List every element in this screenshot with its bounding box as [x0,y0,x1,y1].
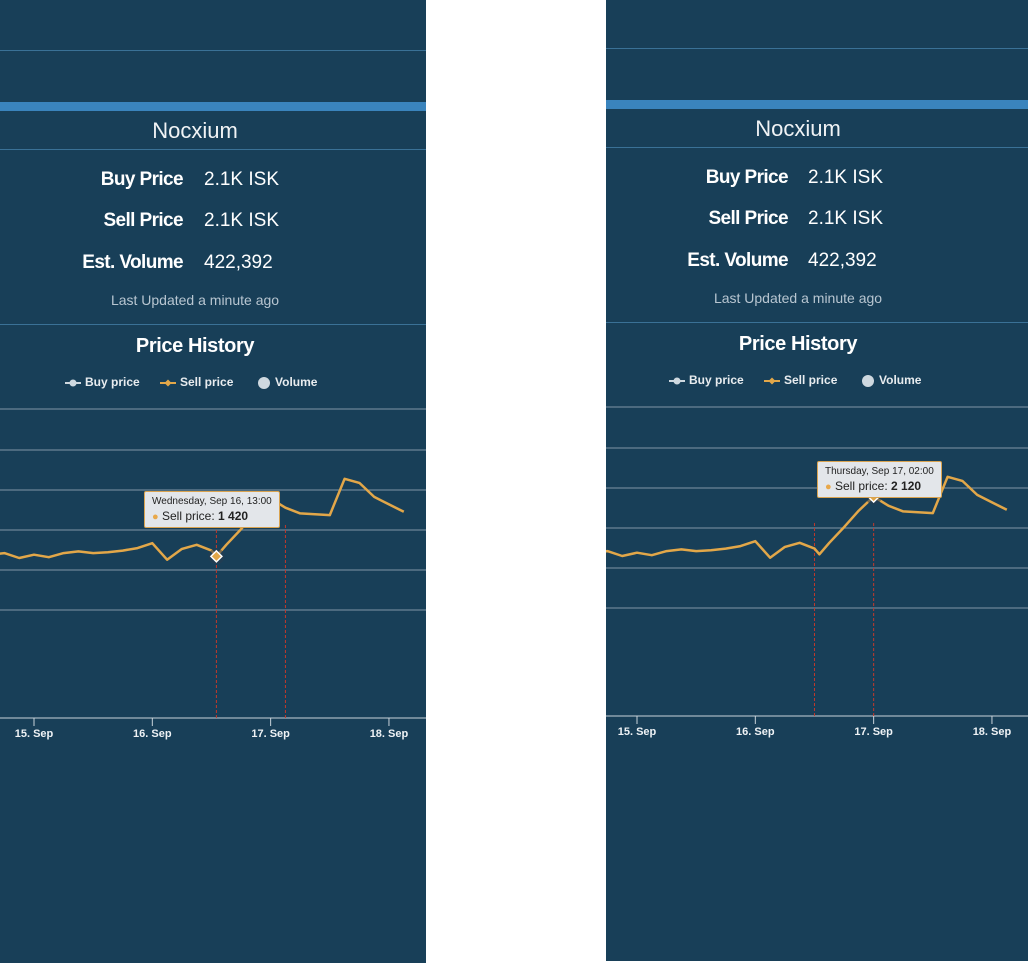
price-history-chart[interactable]: 15. Sep 16. Sep 17. Sep 18. Sep [0,395,426,755]
x-tick-label: 17. Sep [854,726,893,738]
sell-price-label: Sell Price [708,208,788,229]
sell-price-marker-icon [764,377,780,385]
divider [0,149,426,150]
tooltip-value: 1 420 [218,509,249,523]
volume-label: Est. Volume [82,252,183,273]
buy-price-value: 2.1K ISK [204,169,279,190]
divider [0,50,426,51]
sell-price-line[interactable] [0,477,405,561]
x-tick-label: 18. Sep [370,728,409,740]
hover-point[interactable] [209,549,223,563]
sell-price-dot-icon: ● [825,481,832,493]
x-tick-label: 15. Sep [618,726,657,738]
legend-volume[interactable]: Volume [257,375,317,389]
chart-tooltip: Thursday, Sep 17, 02:00 ● Sell price: 2 … [817,461,942,498]
price-history-chart[interactable]: 15. Sep 16. Sep 17. Sep 18. Sep [606,393,1028,753]
x-tick-label: 18. Sep [973,726,1012,738]
sell-price-marker-icon [160,379,176,387]
tooltip-label: Sell price: [162,509,215,523]
divider [0,324,426,325]
volume-value: 422,392 [808,250,877,271]
legend-volume[interactable]: Volume [861,373,921,387]
buy-price-label: Buy Price [100,169,184,190]
right-panel: Nocxium Buy Price 2.1K ISK Sell Price 2.… [606,0,1028,961]
sell-price-row: Sell Price 2.1K ISK [606,208,990,234]
volume-marker-icon [862,374,874,387]
legend-sell-label: Sell price [180,375,234,389]
chart-legend: Buy price Sell price Volume [606,373,996,389]
chart-title: Price History [738,333,858,355]
divider [606,147,1028,148]
item-name: Nocxium [152,118,238,143]
x-tick-label: 16. Sep [133,728,172,740]
chart-legend: Buy price Sell price Volume [0,375,390,391]
volume-marker-icon [258,376,270,389]
legend-sell-price[interactable]: Sell price [764,373,837,387]
legend-buy-label: Buy price [85,375,140,389]
accent-bar [0,102,426,111]
buy-price-label: Buy Price [705,167,789,188]
tooltip-value: 2 120 [891,479,922,493]
divider [606,48,1028,49]
legend-volume-label: Volume [879,373,922,387]
sell-price-value: 2.1K ISK [808,208,883,229]
legend-volume-label: Volume [275,375,318,389]
tooltip-label: Sell price: [835,479,888,493]
legend-buy-price[interactable]: Buy price [669,373,744,387]
buy-price-marker-icon [669,377,685,385]
legend-buy-price[interactable]: Buy price [65,375,140,389]
chart-tooltip: Wednesday, Sep 16, 13:00 ● Sell price: 1… [144,491,280,528]
item-name: Nocxium [755,116,841,141]
legend-sell-label: Sell price [784,373,838,387]
buy-price-value: 2.1K ISK [808,167,883,188]
left-panel: Nocxium Buy Price 2.1K ISK Sell Price 2.… [0,0,426,963]
sell-price-value: 2.1K ISK [204,210,279,231]
buy-price-row: Buy Price 2.1K ISK [0,169,390,195]
x-tick-label: 17. Sep [251,728,290,740]
legend-sell-price[interactable]: Sell price [160,375,233,389]
accent-bar [606,100,1028,109]
buy-price-row: Buy Price 2.1K ISK [606,167,990,193]
legend-buy-label: Buy price [689,373,744,387]
sell-price-row: Sell Price 2.1K ISK [0,210,390,236]
last-updated: Last Updated a minute ago [110,292,280,308]
x-tick-label: 16. Sep [736,726,775,738]
buy-price-marker-icon [65,379,81,387]
tooltip-date: Thursday, Sep 17, 02:00 [825,466,934,477]
volume-row: Est. Volume 422,392 [606,250,990,276]
chart-title: Price History [135,335,255,357]
sell-price-line[interactable] [606,475,1008,559]
x-tick-label: 15. Sep [15,728,54,740]
sell-price-dot-icon: ● [152,511,159,523]
volume-value: 422,392 [204,252,273,273]
volume-label: Est. Volume [687,250,788,271]
last-updated: Last Updated a minute ago [713,290,883,306]
sell-price-label: Sell Price [103,210,183,231]
volume-row: Est. Volume 422,392 [0,252,390,278]
divider [606,322,1028,323]
tooltip-date: Wednesday, Sep 16, 13:00 [152,496,272,507]
